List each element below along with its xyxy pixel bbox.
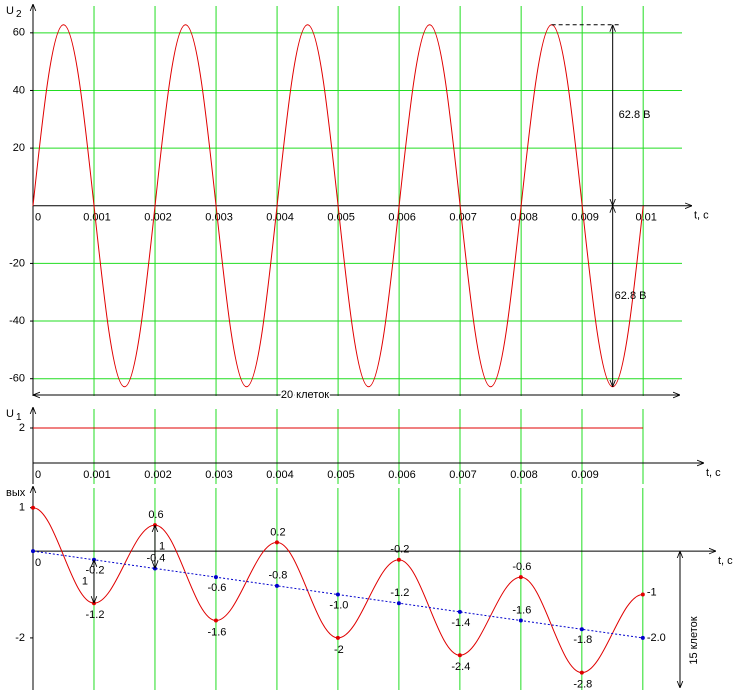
- point: [396, 557, 401, 562]
- value-label: -0.4: [146, 552, 165, 564]
- point: [457, 609, 462, 614]
- y-tick-label: 1: [19, 502, 25, 514]
- annotation: 1: [82, 575, 88, 587]
- x-axis-label: t, c: [718, 555, 733, 567]
- x-tick-label: 0: [35, 469, 41, 481]
- value-label: -2.0: [647, 632, 666, 644]
- y-axis-label-main: U: [6, 408, 14, 420]
- value-label: -0.8: [268, 570, 287, 582]
- x-tick-label: 0.006: [388, 212, 416, 224]
- value-label: -0.2: [85, 565, 104, 577]
- annotation: 62.8 В: [619, 109, 651, 121]
- y-tick-label: -60: [9, 373, 25, 385]
- y-axis-label-sub: 2: [16, 9, 22, 20]
- x-axis-label: t, c: [694, 210, 709, 222]
- x-tick-label: 0.01: [635, 212, 656, 224]
- y-tick-label: 2: [19, 422, 25, 434]
- y-axis-label-main: U: [6, 5, 14, 17]
- y-tick-label: 20: [13, 142, 25, 154]
- point: [640, 635, 645, 640]
- x-tick-label: 0.005: [327, 469, 355, 481]
- value-label: -1.2: [85, 609, 104, 621]
- point: [335, 635, 340, 640]
- annotation: 20 клеток: [281, 389, 329, 401]
- value-label: -2.4: [451, 661, 470, 673]
- x-tick-label: 0: [35, 212, 41, 224]
- value-label: 0.6: [148, 509, 163, 521]
- point: [213, 575, 218, 580]
- value-label: -1.2: [390, 587, 409, 599]
- point: [396, 601, 401, 606]
- x-tick-label: 0.002: [144, 212, 172, 224]
- x-tick-label: 0.002: [144, 469, 172, 481]
- y-axis-label-sub: 1: [16, 412, 22, 423]
- x-tick-label: 0.007: [449, 212, 477, 224]
- point: [31, 549, 35, 554]
- point: [213, 618, 218, 623]
- point: [274, 540, 279, 545]
- point: [579, 670, 584, 675]
- y-tick-label: -40: [9, 315, 25, 327]
- point: [335, 592, 340, 597]
- point: [457, 653, 462, 658]
- x-tick-label: 0.001: [83, 469, 111, 481]
- x-tick-label: 0.007: [449, 469, 477, 481]
- x-tick-label: 0.001: [83, 212, 111, 224]
- annotation: 15 клеток: [688, 616, 700, 664]
- point: [274, 583, 279, 588]
- x-tick-label: 0.008: [510, 469, 538, 481]
- value-label: -1.6: [512, 604, 531, 616]
- value-label: -1: [647, 586, 657, 598]
- annotation: 1: [159, 541, 165, 553]
- point: [518, 575, 523, 580]
- x-tick-label: 0.004: [266, 212, 294, 224]
- annotation: 62.8 В: [615, 290, 647, 302]
- x-tick-label: 0.009: [571, 469, 599, 481]
- y-axis-label: вых: [6, 487, 26, 499]
- x-tick-label: 0.005: [327, 212, 355, 224]
- y-tick-label: 60: [13, 27, 25, 39]
- x-tick-label: 0: [35, 557, 41, 569]
- x-tick-label: 0.003: [205, 469, 233, 481]
- point: [579, 627, 584, 632]
- series-line: [32, 550, 643, 639]
- y-tick-label: -2: [15, 632, 25, 644]
- value-label: -0.6: [512, 561, 531, 573]
- point: [31, 505, 35, 510]
- value-label: -1.0: [329, 599, 348, 611]
- x-axis-label: t, c: [706, 467, 721, 479]
- value-label: -1.6: [207, 626, 226, 638]
- point: [518, 618, 523, 623]
- x-tick-label: 0.009: [571, 212, 599, 224]
- y-tick-label: -20: [9, 257, 25, 269]
- value-label: -1.4: [451, 617, 470, 629]
- value-label: -2.8: [573, 679, 592, 691]
- value-label: -2: [334, 644, 344, 656]
- value-label: 0.2: [270, 526, 285, 538]
- y-axis-label-main: вых: [6, 487, 26, 499]
- value-label: -1.8: [573, 634, 592, 646]
- point: [640, 592, 645, 597]
- x-tick-label: 0.006: [388, 469, 416, 481]
- value-label: -0.6: [207, 582, 226, 594]
- series-line: [32, 24, 644, 388]
- x-tick-label: 0.003: [205, 212, 233, 224]
- y-tick-label: 40: [13, 84, 25, 96]
- x-tick-label: 0.008: [510, 212, 538, 224]
- value-label: -0.2: [390, 544, 409, 556]
- x-tick-label: 0.004: [266, 469, 294, 481]
